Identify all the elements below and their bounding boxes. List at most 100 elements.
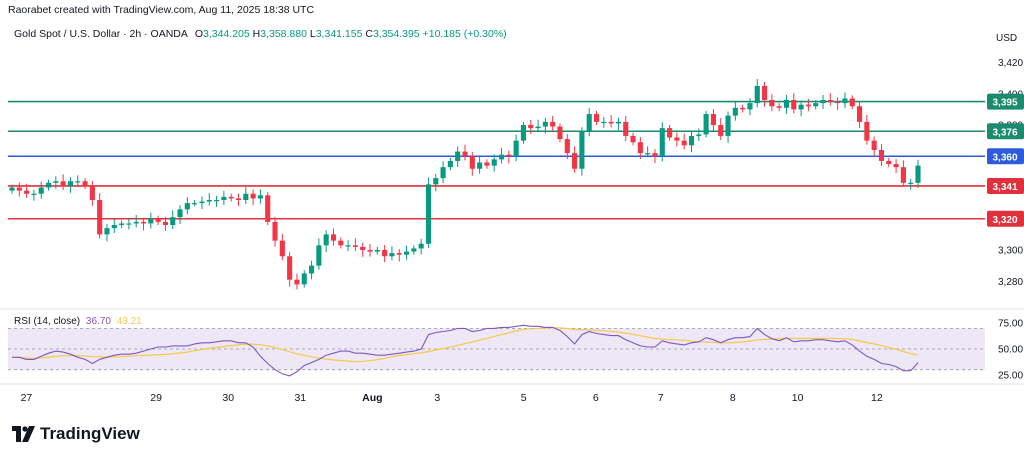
candle-body: [250, 193, 256, 199]
candle-body: [498, 154, 505, 160]
time-tick-label: 12: [871, 392, 883, 404]
candle-body: [119, 223, 125, 225]
candle-body: [520, 125, 527, 141]
candle-body: [491, 159, 497, 166]
candle-body: [674, 137, 680, 141]
candle-body: [257, 195, 263, 199]
open-value: 3,344.205: [203, 28, 250, 40]
candle-body: [243, 193, 249, 200]
candle-body: [557, 126, 563, 140]
candle-body: [535, 126, 541, 129]
level-price-tag-label: 3,360: [992, 152, 1017, 163]
candle-body: [878, 150, 885, 161]
symbol-legend: Gold Spot / U.S. Dollar · 2h · OANDA O3,…: [14, 28, 507, 40]
candle-body: [9, 187, 15, 191]
close-label: C: [365, 28, 373, 40]
time-tick-label: 6: [593, 392, 599, 404]
candle-body: [31, 193, 37, 195]
candle-body: [667, 128, 673, 138]
candle-body: [615, 121, 621, 124]
candle-body: [396, 253, 402, 255]
candle-body: [345, 245, 351, 247]
close-value: 3,354.395: [372, 28, 420, 40]
rsi-ma-value: 43.21: [116, 316, 142, 327]
time-tick-label: 5: [521, 392, 527, 404]
candle-body: [199, 201, 205, 204]
candle-body: [469, 156, 475, 169]
candle-body: [608, 121, 614, 124]
candle-body: [681, 140, 687, 146]
candle-body: [126, 223, 132, 225]
horizontal-levels: 3,395 3,376 3,360 3,341 3,320: [8, 93, 1024, 227]
candle-body: [849, 98, 855, 107]
time-axis[interactable]: 27 29 30 31 Aug 3 5 6 7 8 10 12: [21, 392, 883, 404]
candle-body: [791, 100, 797, 110]
candle-body: [455, 151, 461, 161]
price-tick-label: 3,300: [998, 246, 1023, 257]
candle-body: [696, 134, 702, 136]
candle-body: [900, 167, 906, 183]
candle-body: [214, 200, 220, 202]
candle-body: [886, 160, 892, 165]
candle-body: [287, 256, 293, 280]
candle-body: [97, 200, 103, 235]
level-price-tag: [987, 210, 1024, 227]
candle-body: [228, 196, 234, 199]
candle-body: [915, 165, 921, 183]
candle-body: [718, 125, 724, 136]
candle-body: [813, 103, 819, 107]
time-tick-label: Aug: [362, 392, 382, 404]
change-value: +10.185 (+0.30%): [422, 28, 507, 40]
candle-body: [593, 114, 600, 122]
candle-body: [440, 167, 446, 179]
candle-body: [513, 140, 519, 157]
candle-body: [104, 228, 110, 235]
time-tick-label: 27: [21, 392, 33, 404]
candle-body: [864, 121, 870, 141]
candle-body: [820, 100, 826, 104]
candle-body: [805, 104, 811, 107]
time-tick-label: 30: [222, 392, 234, 404]
candle-body: [747, 103, 753, 110]
time-tick-label: 8: [730, 392, 736, 404]
rsi-label[interactable]: RSI (14, close): [14, 316, 81, 327]
candle-body: [447, 160, 453, 168]
candle-body: [323, 234, 329, 246]
candle-body: [732, 107, 738, 116]
candle-body: [623, 121, 629, 136]
time-tick-label: 7: [658, 392, 664, 404]
candle-body: [133, 221, 139, 224]
rsi-tick-label: 75.00: [998, 319, 1023, 330]
rsi-tick-label: 50.00: [998, 345, 1023, 356]
low-value: 3,341.155: [315, 28, 363, 40]
tradingview-logo[interactable]: TradingView: [12, 424, 140, 444]
candle-body: [484, 162, 490, 166]
candle-body: [477, 162, 483, 169]
candle-body: [418, 243, 424, 249]
candle-body: [360, 246, 366, 250]
candle-body: [374, 250, 380, 252]
candle-body: [433, 178, 439, 185]
level-price-tag-label: 3,320: [992, 215, 1017, 226]
candle-body: [630, 135, 636, 143]
candle-body: [221, 196, 227, 200]
candle-body: [586, 114, 592, 132]
candle-body: [53, 181, 59, 183]
low-label: L: [309, 28, 316, 40]
candle-body: [184, 203, 190, 210]
candle-body: [45, 182, 52, 188]
attribution-text: Raorabet created with TradingView.com, A…: [8, 4, 315, 16]
candle-body: [659, 128, 665, 157]
symbol-name[interactable]: Gold Spot / U.S. Dollar · 2h · OANDA: [14, 28, 188, 40]
rsi-legend: RSI (14, close) 36.70 43.21: [14, 316, 142, 327]
candle-body: [67, 181, 74, 186]
candle-body: [754, 85, 760, 104]
candle-body: [389, 253, 395, 257]
time-tick-label: 10: [792, 392, 804, 404]
level-price-tag-label: 3,376: [992, 127, 1017, 138]
candle-body: [710, 114, 716, 125]
candle-body: [140, 221, 147, 224]
